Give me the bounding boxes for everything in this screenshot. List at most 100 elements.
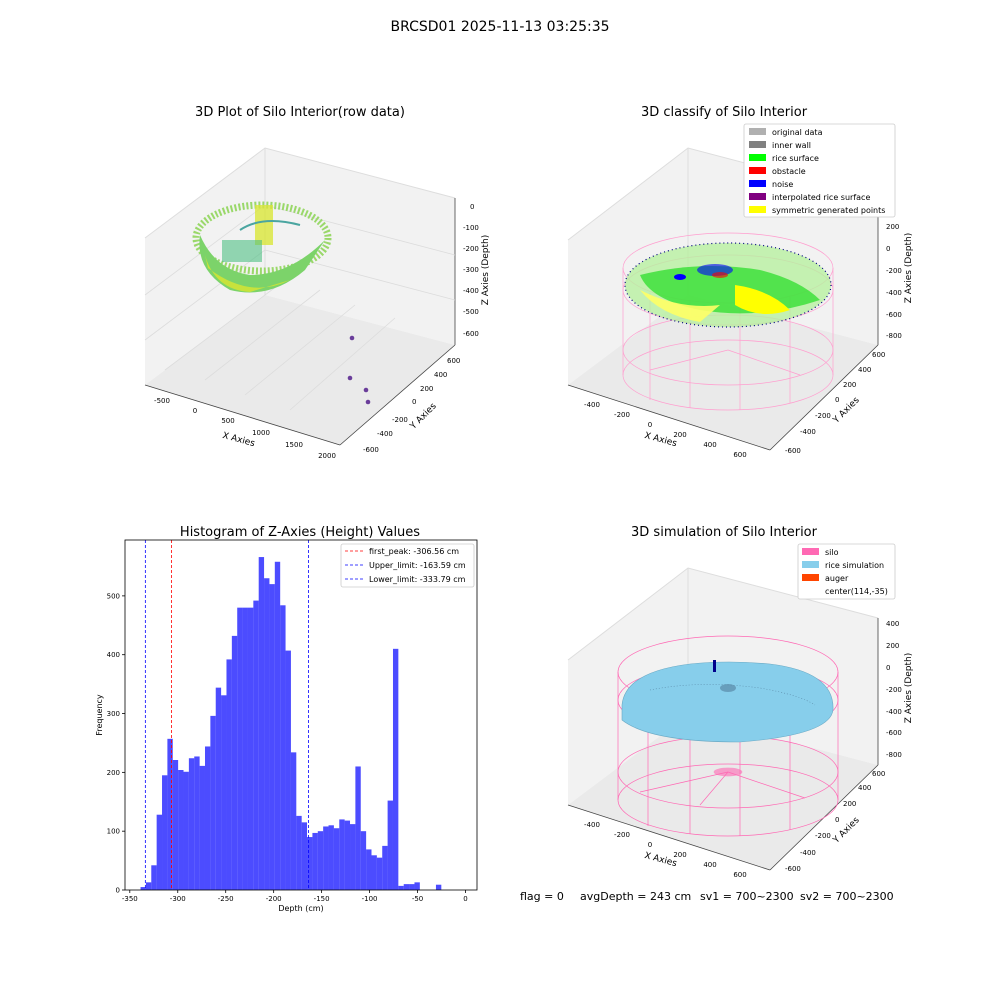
histogram-bar — [317, 831, 324, 890]
raw-x-tick: 500 — [221, 417, 234, 425]
histogram-bar — [296, 815, 302, 890]
raw-x-tick: -500 — [154, 397, 170, 405]
histogram-bar — [162, 775, 168, 890]
panel-simulation: 3D simulation of Silo Interior — [567, 525, 914, 879]
panel-classify: 3D classify of Silo Interior — [567, 105, 914, 459]
histogram-x-ticks: -350 -300 -250 -200 -150 -100 -50 0 — [122, 890, 468, 903]
histogram-bar — [371, 855, 377, 890]
histogram-bar — [398, 885, 404, 890]
classify-legend-swatch — [749, 154, 766, 161]
histogram-y-tick-label: 0 — [116, 887, 120, 895]
histogram-bar — [323, 826, 329, 890]
histogram-bar — [387, 800, 393, 890]
classify-legend-label: symmetric generated points — [772, 206, 885, 215]
raw-z-tick: -400 — [463, 287, 479, 295]
raw-z-tick-labels: 0 -100 -200 -300 -400 -500 -600 — [463, 203, 479, 338]
panel-raw-title: 3D Plot of Silo Interior(row data) — [195, 105, 405, 120]
histogram-bar — [194, 756, 200, 890]
histogram-y-tick-label: 500 — [107, 592, 120, 600]
histogram-bar — [140, 887, 146, 890]
footer-flag: flag = 0 — [520, 890, 564, 903]
footer-avg-depth: avgDepth = 243 cm — [580, 890, 691, 903]
histogram-bar — [221, 695, 227, 890]
histogram-x-tick-label: -300 — [170, 895, 186, 903]
raw-x-tick: 1500 — [285, 441, 303, 449]
histogram-bar — [210, 715, 216, 890]
raw-x-axis-label: X Axies — [221, 431, 256, 449]
classify-legend-swatch — [749, 128, 766, 135]
classify-y-tick: 200 — [843, 381, 856, 389]
histogram-bar — [231, 635, 238, 890]
histogram-y-ticks: 0 100 200 300 400 500 — [107, 592, 125, 895]
histogram-bar — [414, 882, 420, 890]
simulation-z-tick-labels: 400 200 0 -200 -400 -600 -800 — [886, 620, 902, 759]
raw-x-tick: 2000 — [318, 452, 336, 460]
histogram-bar — [226, 659, 232, 890]
raw-axes-panes — [144, 147, 456, 446]
classify-x-tick-labels: -400 -200 0 200 400 600 — [584, 401, 747, 459]
simulation-y-tick-labels: -600 -400 -200 0 200 400 600 — [785, 770, 885, 873]
panel-raw: 3D Plot of Silo Interior(row data) — [144, 105, 491, 460]
raw-y-tick: 600 — [447, 357, 460, 365]
histogram-y-axis-label: Frequency — [95, 694, 104, 736]
classify-z-tick: 200 — [886, 223, 899, 231]
classify-x-tick: -200 — [614, 411, 630, 419]
histogram-bar — [242, 607, 248, 890]
panel-histogram: Histogram of Z-Axies (Height) Values -35… — [95, 525, 478, 913]
classify-y-tick: -200 — [815, 412, 831, 420]
histogram-x-tick-label: -100 — [362, 895, 378, 903]
simulation-legend-swatch — [802, 561, 819, 568]
histogram-legend-label: Upper_limit: -163.59 cm — [369, 561, 466, 570]
classify-x-tick: 0 — [648, 421, 652, 429]
simulation-y-tick: 400 — [858, 784, 871, 792]
panel-simulation-title: 3D simulation of Silo Interior — [631, 525, 818, 540]
simulation-z-tick: 400 — [886, 620, 899, 628]
simulation-z-tick: 200 — [886, 642, 899, 650]
histogram-bar — [350, 824, 356, 890]
histogram-bar — [183, 771, 189, 890]
raw-z-tick: -600 — [463, 330, 479, 338]
histogram-y-tick-label: 400 — [107, 651, 120, 659]
histogram-bar — [237, 607, 243, 890]
histogram-bar — [253, 600, 259, 890]
histogram-x-tick-label: 0 — [463, 895, 467, 903]
histogram-x-tick-label: -50 — [412, 895, 423, 903]
histogram-bar — [280, 605, 286, 890]
classify-z-axis-label: Z Axies (Depth) — [904, 233, 914, 304]
footer-sv2: sv2 = 700~2300 — [800, 890, 894, 903]
simulation-x-tick: 600 — [733, 871, 746, 879]
raw-y-tick-labels: -600 -400 -200 0 200 400 600 — [363, 357, 460, 454]
histogram-bar — [264, 578, 270, 890]
classify-legend-label: original data — [772, 128, 823, 137]
histogram-bar — [382, 845, 388, 890]
classify-x-tick: -400 — [584, 401, 600, 409]
histogram-bar — [435, 884, 442, 890]
histogram-x-tick-label: -350 — [122, 895, 138, 903]
histogram-bar — [178, 770, 184, 890]
classify-y-tick: -600 — [785, 447, 801, 455]
histogram-bar — [172, 760, 179, 890]
simulation-auger — [713, 660, 716, 672]
histogram-bar — [333, 828, 340, 890]
classify-y-tick: -400 — [800, 428, 816, 436]
histogram-bar — [215, 687, 222, 890]
simulation-x-tick: 200 — [673, 851, 686, 859]
histogram-bar — [409, 884, 415, 890]
simulation-legend-label: rice simulation — [825, 561, 884, 570]
histogram-bar — [204, 746, 211, 890]
histogram-bar — [328, 825, 334, 890]
classify-legend-swatch — [749, 167, 766, 174]
panel-classify-title: 3D classify of Silo Interior — [641, 105, 808, 120]
histogram-bar — [247, 607, 254, 890]
raw-y-tick: -400 — [377, 430, 393, 438]
histogram-frame — [124, 539, 478, 891]
classify-z-tick-labels: 200 0 -200 -400 -600 -800 — [886, 223, 902, 340]
histogram-x-axis-label: Depth (cm) — [278, 904, 323, 913]
classify-y-tick: 0 — [835, 396, 839, 404]
simulation-y-tick: -200 — [815, 832, 831, 840]
histogram-legend-label: Lower_limit: -333.79 cm — [369, 575, 466, 584]
simulation-legend-label: auger — [825, 574, 849, 583]
histogram-title: Histogram of Z-Axies (Height) Values — [180, 525, 420, 540]
raw-point-cloud — [192, 201, 332, 293]
classify-legend-label: rice surface — [772, 154, 819, 163]
